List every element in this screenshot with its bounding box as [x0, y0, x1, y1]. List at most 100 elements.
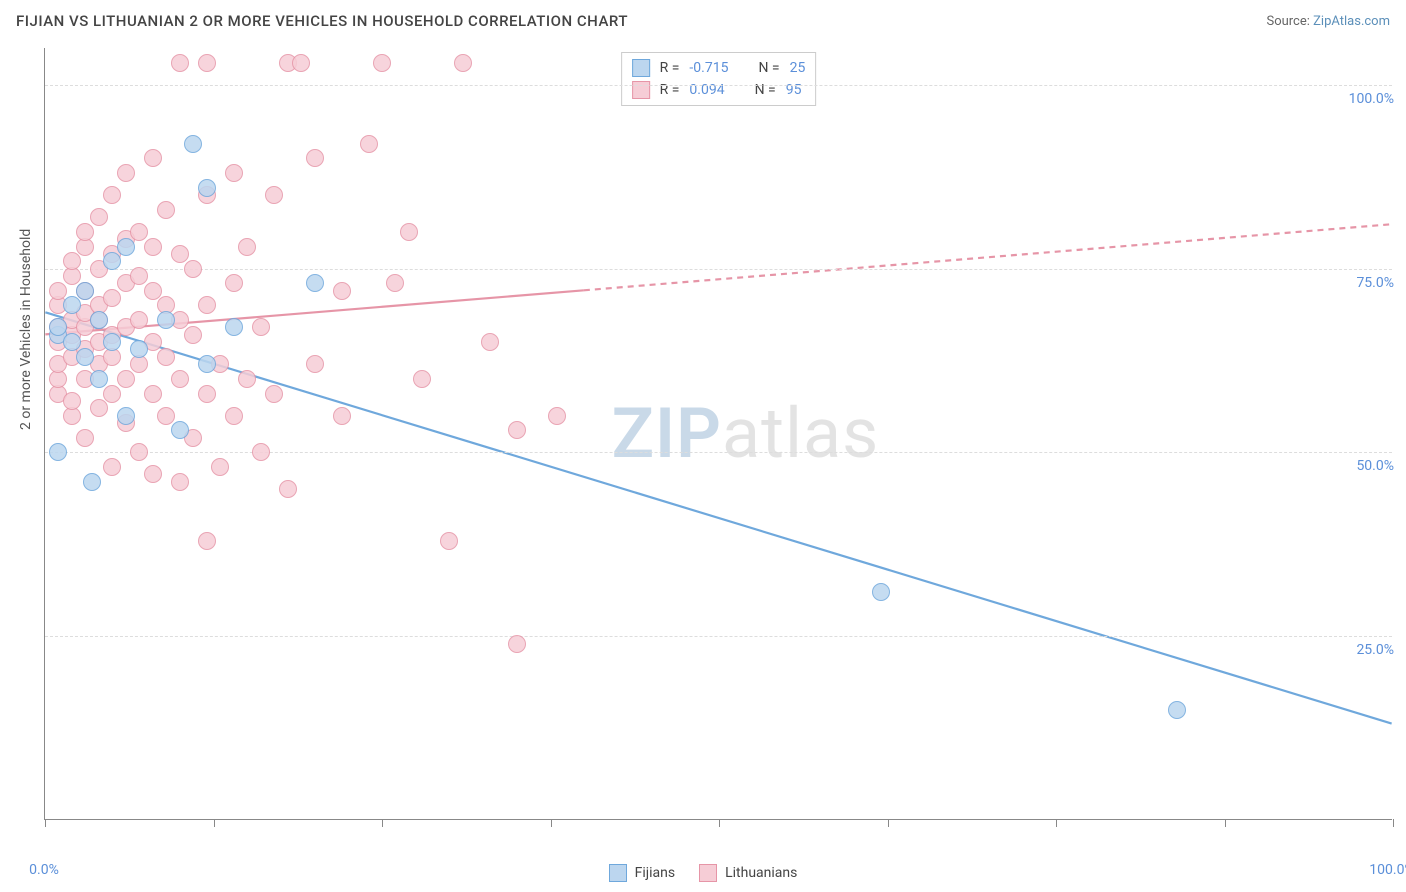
data-point: [144, 282, 162, 300]
data-point: [198, 385, 216, 403]
x-tick: [1225, 819, 1226, 827]
data-point: [76, 348, 94, 366]
data-point: [117, 407, 135, 425]
data-point: [171, 370, 189, 388]
data-point: [171, 54, 189, 72]
data-point: [157, 311, 175, 329]
data-point: [63, 252, 81, 270]
legend-label: Lithuanians: [725, 865, 797, 881]
legend-item: Fijians: [609, 864, 675, 882]
stat-r-value: -0.715: [689, 60, 728, 76]
gridline: [45, 636, 1392, 637]
data-point: [400, 223, 418, 241]
data-point: [508, 421, 526, 439]
data-point: [440, 532, 458, 550]
data-point: [1168, 701, 1186, 719]
data-point: [238, 370, 256, 388]
data-point: [103, 289, 121, 307]
data-point: [198, 532, 216, 550]
data-point: [130, 223, 148, 241]
data-point: [333, 282, 351, 300]
chart-plot-area: ZIPatlas R = -0.715 N = 25 R = 0.094N = 95: [44, 48, 1392, 820]
data-point: [103, 458, 121, 476]
data-point: [265, 385, 283, 403]
x-tick: [214, 819, 215, 827]
data-point: [90, 311, 108, 329]
data-point: [171, 473, 189, 491]
data-point: [144, 385, 162, 403]
watermark: ZIPatlas: [612, 393, 880, 475]
data-point: [76, 429, 94, 447]
data-point: [117, 370, 135, 388]
data-point: [49, 443, 67, 461]
data-point: [130, 443, 148, 461]
legend-item: Lithuanians: [699, 864, 797, 882]
legend-swatch: [699, 864, 717, 882]
data-point: [90, 370, 108, 388]
data-point: [103, 252, 121, 270]
stat-r-label: R =: [660, 60, 680, 76]
data-point: [198, 54, 216, 72]
correlation-legend: R = -0.715 N = 25 R = 0.094N = 95: [621, 52, 817, 106]
stat-n-value: 25: [790, 60, 806, 76]
x-tick: [719, 819, 720, 827]
data-point: [360, 135, 378, 153]
data-point: [90, 399, 108, 417]
data-point: [184, 326, 202, 344]
data-point: [103, 333, 121, 351]
regression-lines: [45, 48, 1392, 819]
data-point: [171, 421, 189, 439]
data-point: [265, 186, 283, 204]
gridline: [45, 85, 1392, 86]
legend-swatch: [632, 81, 650, 99]
data-point: [225, 164, 243, 182]
data-point: [211, 458, 229, 476]
data-point: [103, 385, 121, 403]
data-point: [454, 54, 472, 72]
data-point: [76, 282, 94, 300]
data-point: [306, 149, 324, 167]
data-point: [306, 274, 324, 292]
data-point: [144, 238, 162, 256]
data-point: [225, 274, 243, 292]
data-point: [49, 282, 67, 300]
data-point: [252, 443, 270, 461]
data-point: [63, 392, 81, 410]
data-point: [49, 318, 67, 336]
data-point: [292, 54, 310, 72]
stat-n-label: N =: [758, 60, 779, 76]
data-point: [130, 267, 148, 285]
x-tick: [888, 819, 889, 827]
data-point: [144, 465, 162, 483]
data-point: [306, 355, 324, 373]
data-point: [130, 340, 148, 358]
y-axis-label: 2 or more Vehicles in Household: [18, 229, 34, 430]
data-point: [508, 635, 526, 653]
data-point: [157, 407, 175, 425]
x-tick-label: 100.0%: [1369, 862, 1406, 878]
data-point: [386, 274, 404, 292]
legend-row: R = 0.094N = 95: [632, 79, 806, 101]
data-point: [130, 311, 148, 329]
data-point: [144, 149, 162, 167]
x-tick: [551, 819, 552, 827]
data-point: [117, 238, 135, 256]
data-point: [103, 186, 121, 204]
source-link[interactable]: ZipAtlas.com: [1313, 14, 1390, 29]
data-point: [872, 583, 890, 601]
data-point: [279, 480, 297, 498]
data-point: [117, 164, 135, 182]
data-point: [171, 245, 189, 263]
x-tick: [45, 819, 46, 827]
data-point: [90, 208, 108, 226]
data-point: [184, 260, 202, 278]
y-tick-label: 25.0%: [1356, 642, 1394, 658]
data-point: [198, 355, 216, 373]
gridline: [45, 452, 1392, 453]
data-point: [76, 223, 94, 241]
chart-title: FIJIAN VS LITHUANIAN 2 OR MORE VEHICLES …: [16, 12, 628, 30]
data-point: [83, 473, 101, 491]
data-point: [157, 201, 175, 219]
legend-swatch: [609, 864, 627, 882]
y-tick-label: 100.0%: [1349, 91, 1394, 107]
